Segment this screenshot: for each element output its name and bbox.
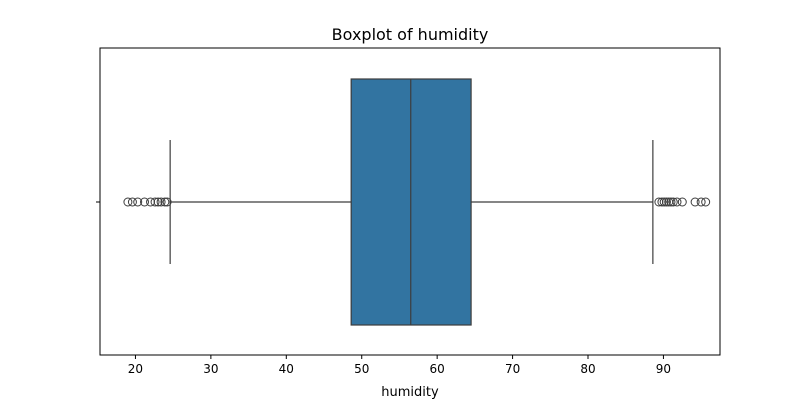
outlier-point (657, 197, 667, 207)
outlier-point (150, 197, 160, 207)
x-axis-label: humidity (381, 385, 439, 400)
outlier-point (672, 197, 682, 207)
box-group (123, 78, 711, 326)
outlier-point (668, 197, 678, 207)
outlier-point (701, 197, 711, 207)
x-tick-label: 50 (354, 362, 369, 376)
x-tick-label: 70 (505, 362, 520, 376)
x-tick-label: 40 (279, 362, 294, 376)
x-tick-label: 60 (430, 362, 445, 376)
chart-title: Boxplot of humidity (332, 25, 489, 44)
outlier-point (659, 197, 669, 207)
outlier-point (160, 197, 170, 207)
x-tick-label: 90 (656, 362, 671, 376)
outlier-point (156, 197, 166, 207)
outlier-point (146, 197, 156, 207)
outlier-point (133, 197, 143, 207)
x-tick-label: 20 (128, 362, 143, 376)
outlier-point (696, 197, 706, 207)
outlier-point (677, 197, 687, 207)
outlier-point (123, 197, 133, 207)
outlier-point (153, 197, 163, 207)
outlier-point (661, 197, 671, 207)
outlier-point (127, 197, 137, 207)
x-axis: 20 30 40 50 60 70 80 90 (128, 355, 671, 376)
outlier-point (162, 197, 172, 207)
outlier-point (666, 197, 676, 207)
outlier-point (690, 197, 700, 207)
outlier-point (140, 197, 150, 207)
x-tick-label: 30 (203, 362, 218, 376)
x-tick-label: 80 (580, 362, 595, 376)
